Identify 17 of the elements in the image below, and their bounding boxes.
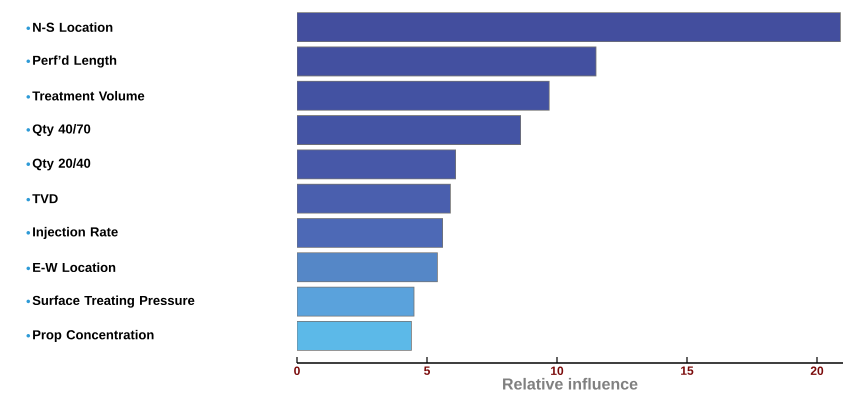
x-axis-title: Relative influence xyxy=(503,378,638,390)
y-tick-label: TVD xyxy=(32,194,58,204)
y-tick-label: Qty 20/40 xyxy=(32,158,90,170)
x-tick-label: 5 xyxy=(424,366,430,375)
y-tick-label: Injection Rate xyxy=(33,226,118,240)
y-tick-label: Qty 40/70 xyxy=(32,124,90,136)
y-tick-label: N-S Location xyxy=(33,22,112,32)
x-tick-label: 15 xyxy=(681,366,694,375)
y-tick-label: Prop Concentration xyxy=(33,330,154,342)
y-tick-label: Surface Treating Pressure xyxy=(32,296,194,308)
y-tick-label: Perf’d Length xyxy=(33,55,116,68)
x-tick-label: 20 xyxy=(810,366,824,376)
x-tick-label: 10 xyxy=(551,366,564,376)
bar xyxy=(297,12,841,42)
x-tick-label: 0 xyxy=(294,366,300,376)
y-tick-label: E-W Location xyxy=(33,262,116,272)
y-tick-label: Treatment Volume xyxy=(32,90,144,101)
